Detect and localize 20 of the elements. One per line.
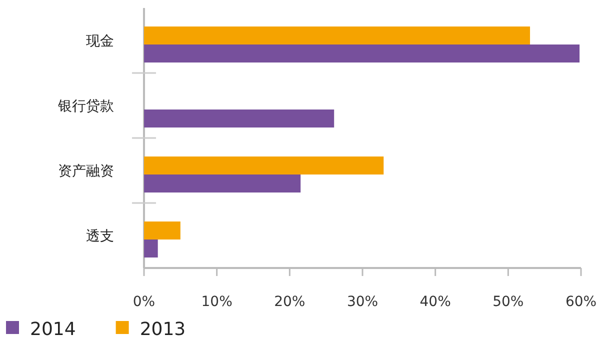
x-tick-label: 20%	[274, 294, 306, 310]
bar	[144, 222, 180, 240]
bar	[144, 110, 334, 128]
bar	[144, 240, 158, 258]
x-tick-label: 10%	[201, 294, 232, 310]
legend-label: 2013	[140, 319, 186, 340]
bar	[144, 26, 530, 44]
bar	[144, 174, 301, 192]
y-tick-label: 银行贷款	[57, 98, 114, 114]
x-tick-label: 50%	[492, 294, 524, 310]
legend-label: 2014	[30, 319, 76, 340]
x-tick-label: 40%	[420, 294, 451, 310]
x-tick-label: 0%	[132, 294, 156, 310]
y-tick-label: 透支	[86, 228, 114, 244]
x-tick-label: 30%	[346, 294, 378, 310]
x-tick-label: 60%	[565, 294, 597, 310]
y-tick-label: 现金	[86, 34, 114, 50]
y-tick-label: 资产融资	[58, 164, 114, 180]
bar	[144, 44, 580, 62]
bar	[144, 156, 384, 174]
